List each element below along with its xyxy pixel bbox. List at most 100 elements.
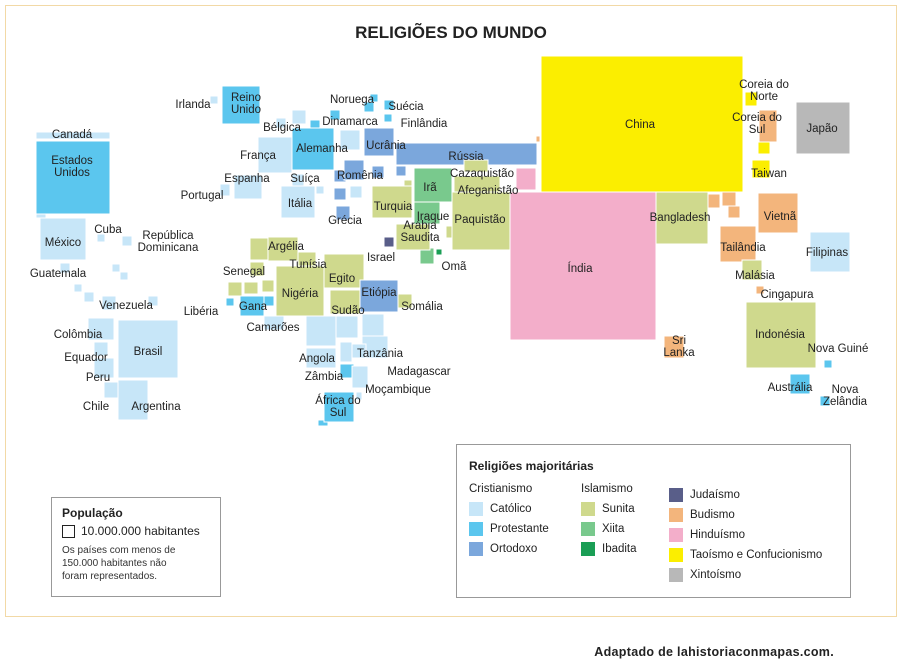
country-label-sri-lanka: Sri Lanka <box>663 335 695 359</box>
country-block-malasia <box>741 259 763 281</box>
legend-group-cristianismo: Cristianismo Católico Protestante Ortodo… <box>469 483 549 559</box>
country-label-camaroes: Camarões <box>246 322 299 334</box>
country-block-irlanda <box>209 95 219 105</box>
population-unit-square <box>62 524 75 538</box>
country-label-israel: Israel <box>367 252 395 264</box>
country-label-arabia-saudita: Arábia Saudita <box>400 220 440 244</box>
country-label-coreia-do-norte: Coreia do Norte <box>739 79 789 103</box>
country-label-noruega: Noruega <box>330 94 375 106</box>
small-country-block <box>349 185 363 199</box>
country-block-arabia-saudita <box>395 223 431 251</box>
map-title: RELIGIÕES DO MUNDO <box>355 22 547 42</box>
country-block-brasil <box>117 319 179 379</box>
country-label-australia: Austrália <box>768 382 813 394</box>
country-block-nova-zelandia <box>819 395 831 407</box>
small-country-block <box>227 281 243 297</box>
legend-swatch <box>669 548 683 562</box>
country-block-grecia <box>335 205 351 221</box>
country-label-romenia: Romênia <box>337 170 384 182</box>
country-block-taiwan <box>751 159 771 179</box>
country-block-vietna <box>757 192 799 234</box>
country-block-coreia-do-sul <box>758 109 778 143</box>
legend-item: Sunita <box>581 499 637 519</box>
country-block-espanha <box>233 174 263 200</box>
small-country-block <box>305 347 337 369</box>
country-label-dinamarca: Dinamarca <box>322 116 378 128</box>
legend-item-label: Hinduísmo <box>690 529 745 541</box>
country-label-nova-guine: Nova Guiné <box>808 343 869 355</box>
country-label-italia: Itália <box>288 198 313 210</box>
country-label-filipinas: Filipinas <box>806 247 848 259</box>
country-label-russia: Rússia <box>448 151 484 163</box>
legend-swatch <box>469 542 483 556</box>
country-label-chile: Chile <box>83 401 109 413</box>
small-country-block <box>73 283 83 293</box>
country-block-angola <box>305 315 337 347</box>
country-label-colombia: Colômbia <box>54 329 103 341</box>
country-block-finlandia <box>383 113 393 123</box>
legend-item-label: Budismo <box>690 509 735 521</box>
country-block-equador <box>93 341 109 357</box>
legend-swatch <box>581 522 595 536</box>
country-block-reino-unido <box>221 85 261 125</box>
country-label-canada: Canadá <box>52 129 93 141</box>
country-block-madagascar <box>351 343 367 359</box>
legend-group-label: Islamismo <box>581 483 633 495</box>
legend-group-label: Cristianismo <box>469 483 533 495</box>
country-label-guatemala: Guatemala <box>30 268 87 280</box>
country-block-sri-lanka <box>663 335 685 359</box>
country-block-filipinas <box>809 231 851 273</box>
legend-item: Ortodoxo <box>469 539 549 559</box>
country-label-coreia-do-sul: Coreia do Sul <box>732 112 782 136</box>
country-label-argentina: Argentina <box>131 401 181 413</box>
country-label-cazaquistao: Cazaquistão <box>450 168 514 180</box>
population-note-line: foram representados. <box>62 571 158 582</box>
country-label-somalia: Somália <box>401 301 443 313</box>
small-country-block <box>317 419 329 427</box>
country-block-argentina <box>117 379 149 421</box>
country-label-gana: Gana <box>239 301 268 313</box>
country-label-estados-unidos: Estados Unidos <box>51 155 93 179</box>
country-block-mexico <box>39 217 87 261</box>
small-country-block <box>339 129 361 151</box>
country-block-japao <box>795 101 851 155</box>
legend-item: Xiita <box>581 519 637 539</box>
legend-item-label: Xintoísmo <box>690 569 742 581</box>
small-country-block <box>355 391 363 401</box>
small-country-block <box>315 185 325 195</box>
country-block-india <box>509 191 657 341</box>
country-block-turquia <box>371 185 413 219</box>
country-block-oma <box>435 248 443 256</box>
small-country-block <box>363 101 375 113</box>
country-label-finlandia: Finlândia <box>401 118 448 130</box>
country-block-belgica <box>275 117 287 129</box>
legend-swatch <box>581 502 595 516</box>
country-block-nova-guine <box>823 359 833 369</box>
legend-item-label: Judaísmo <box>690 489 740 501</box>
legend-swatch <box>669 508 683 522</box>
legend-item: Budismo <box>669 505 822 525</box>
country-label-turquia: Turquia <box>374 201 413 213</box>
country-block-cuba <box>96 233 106 243</box>
religion-legend: Religiões majoritárias Cristianismo Cató… <box>456 444 851 598</box>
country-block-somalia <box>397 293 413 309</box>
country-label-vietna: Vietnã <box>764 211 797 223</box>
country-block-ucrania <box>363 127 395 157</box>
small-country-block <box>111 263 121 273</box>
country-label-afeganistao: Afeganistão <box>458 185 519 197</box>
country-label-belgica: Bélgica <box>263 122 301 134</box>
country-labels: Canadá Estados Unidos México Cuba República Do… <box>30 79 869 419</box>
country-label-mocambique: Moçambique <box>365 384 431 396</box>
country-block-estados-unidos <box>35 140 111 215</box>
country-block-sudao <box>329 289 361 315</box>
small-country-block <box>333 187 347 201</box>
legend-swatch <box>669 568 683 582</box>
country-block-italia <box>280 185 316 219</box>
country-label-mexico: México <box>45 237 81 249</box>
country-block-argelia <box>267 236 299 262</box>
small-country-block <box>371 165 385 179</box>
country-label-ira: Irã <box>423 182 437 194</box>
country-label-republica-dominicana: República Dominicana <box>138 230 199 254</box>
legend-item: Hinduísmo <box>669 525 822 545</box>
